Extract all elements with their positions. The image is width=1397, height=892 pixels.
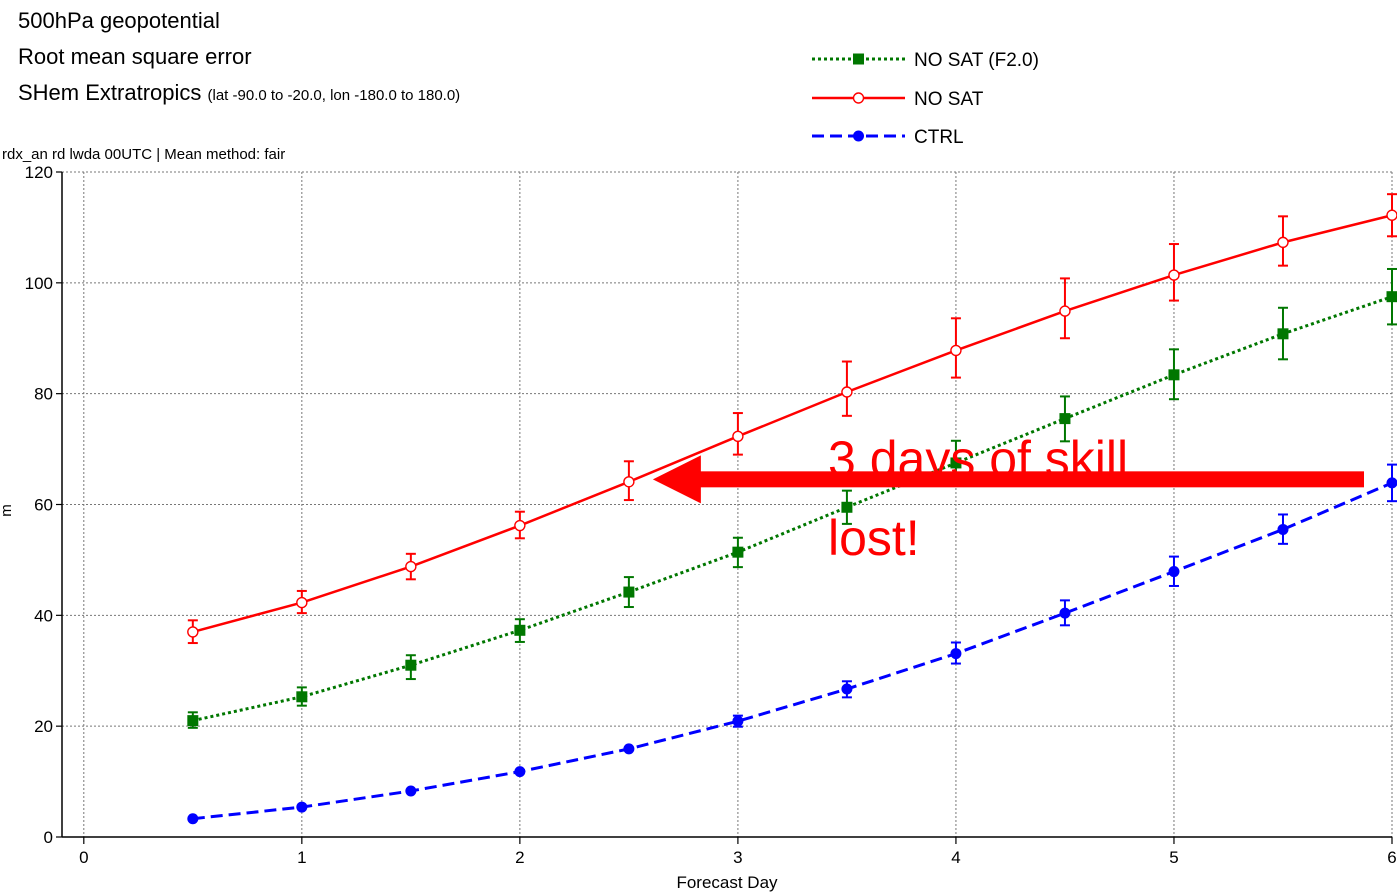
data-point [841, 386, 853, 398]
data-point [405, 560, 417, 573]
data-point [1059, 607, 1071, 619]
region-name: SHem Extratropics [18, 80, 202, 105]
data-point [1277, 523, 1289, 535]
chart-title-line-2: Root mean square error [18, 44, 252, 69]
data-point [514, 766, 526, 778]
data-point [1168, 269, 1180, 281]
legend-marker-2 [853, 130, 864, 142]
data-point [732, 546, 744, 558]
annotation-text-line-2: lost! [828, 510, 920, 566]
data-point [187, 715, 199, 727]
chart-subtitle: rdx_an rd lwda 00UTC | Mean method: fair [2, 146, 286, 163]
data-point [187, 813, 199, 825]
y-tick-label: 60 [34, 496, 53, 515]
data-point [623, 476, 635, 488]
data-point [296, 691, 308, 703]
data-point [950, 648, 962, 660]
data-point [1059, 413, 1071, 425]
region-bounds: (lat -90.0 to -20.0, lon -180.0 to 180.0… [207, 87, 461, 104]
data-point [732, 430, 744, 443]
x-tick-label: 0 [79, 848, 88, 867]
y-tick-label: 80 [34, 385, 53, 404]
data-point [1277, 236, 1289, 249]
data-point [296, 801, 308, 813]
legend-label-1: NO SAT [914, 89, 984, 110]
data-point [405, 659, 417, 671]
annotation-arrowhead [652, 455, 701, 504]
data-point [950, 457, 962, 469]
data-point [1386, 209, 1397, 221]
y-axis-label: m [0, 504, 15, 517]
chart-title-line-1: 500hPa geopotential [18, 8, 220, 33]
x-tick-label: 1 [297, 848, 306, 867]
data-point [841, 501, 853, 513]
y-tick-label: 40 [34, 606, 53, 625]
series-line [192, 481, 1393, 821]
legend-label-2: CTRL [914, 127, 964, 148]
y-tick-label: 0 [44, 828, 53, 847]
legend-marker-1 [852, 92, 865, 104]
y-tick-label: 100 [25, 274, 53, 293]
data-point [623, 743, 635, 755]
x-tick-label: 6 [1387, 848, 1396, 867]
x-tick-label: 2 [515, 848, 524, 867]
data-point [1059, 305, 1071, 317]
annotation-text-line-1: 3 days of skill [828, 431, 1128, 487]
x-tick-label: 3 [733, 848, 742, 867]
x-axis-label: Forecast Day [676, 873, 778, 892]
data-point [1386, 477, 1397, 489]
data-point [732, 715, 744, 727]
legend-label-0: NO SAT (F2.0) [914, 50, 1039, 71]
data-point [514, 519, 526, 532]
annotation-arrow-shaft [697, 471, 1364, 488]
data-point [841, 683, 853, 695]
y-tick-label: 20 [34, 717, 53, 736]
data-point [514, 624, 526, 636]
series-0 [187, 267, 1397, 729]
data-point [950, 344, 962, 357]
y-tick-label: 120 [25, 163, 53, 182]
series-2 [187, 463, 1397, 825]
chart-title-line-3: SHem Extratropics (lat -90.0 to -20.0, l… [18, 80, 460, 106]
legend-marker-0 [853, 53, 864, 65]
data-point [623, 586, 635, 598]
x-tick-label: 4 [951, 848, 960, 867]
series-line [192, 295, 1393, 723]
data-point [405, 785, 417, 797]
data-point [1386, 291, 1397, 303]
x-tick-label: 5 [1169, 848, 1178, 867]
series-line [192, 214, 1393, 634]
series-1 [187, 193, 1397, 645]
data-point [1168, 369, 1180, 381]
data-point [296, 596, 308, 609]
data-point [187, 626, 199, 638]
data-point [1277, 328, 1289, 340]
data-point [1168, 566, 1180, 578]
